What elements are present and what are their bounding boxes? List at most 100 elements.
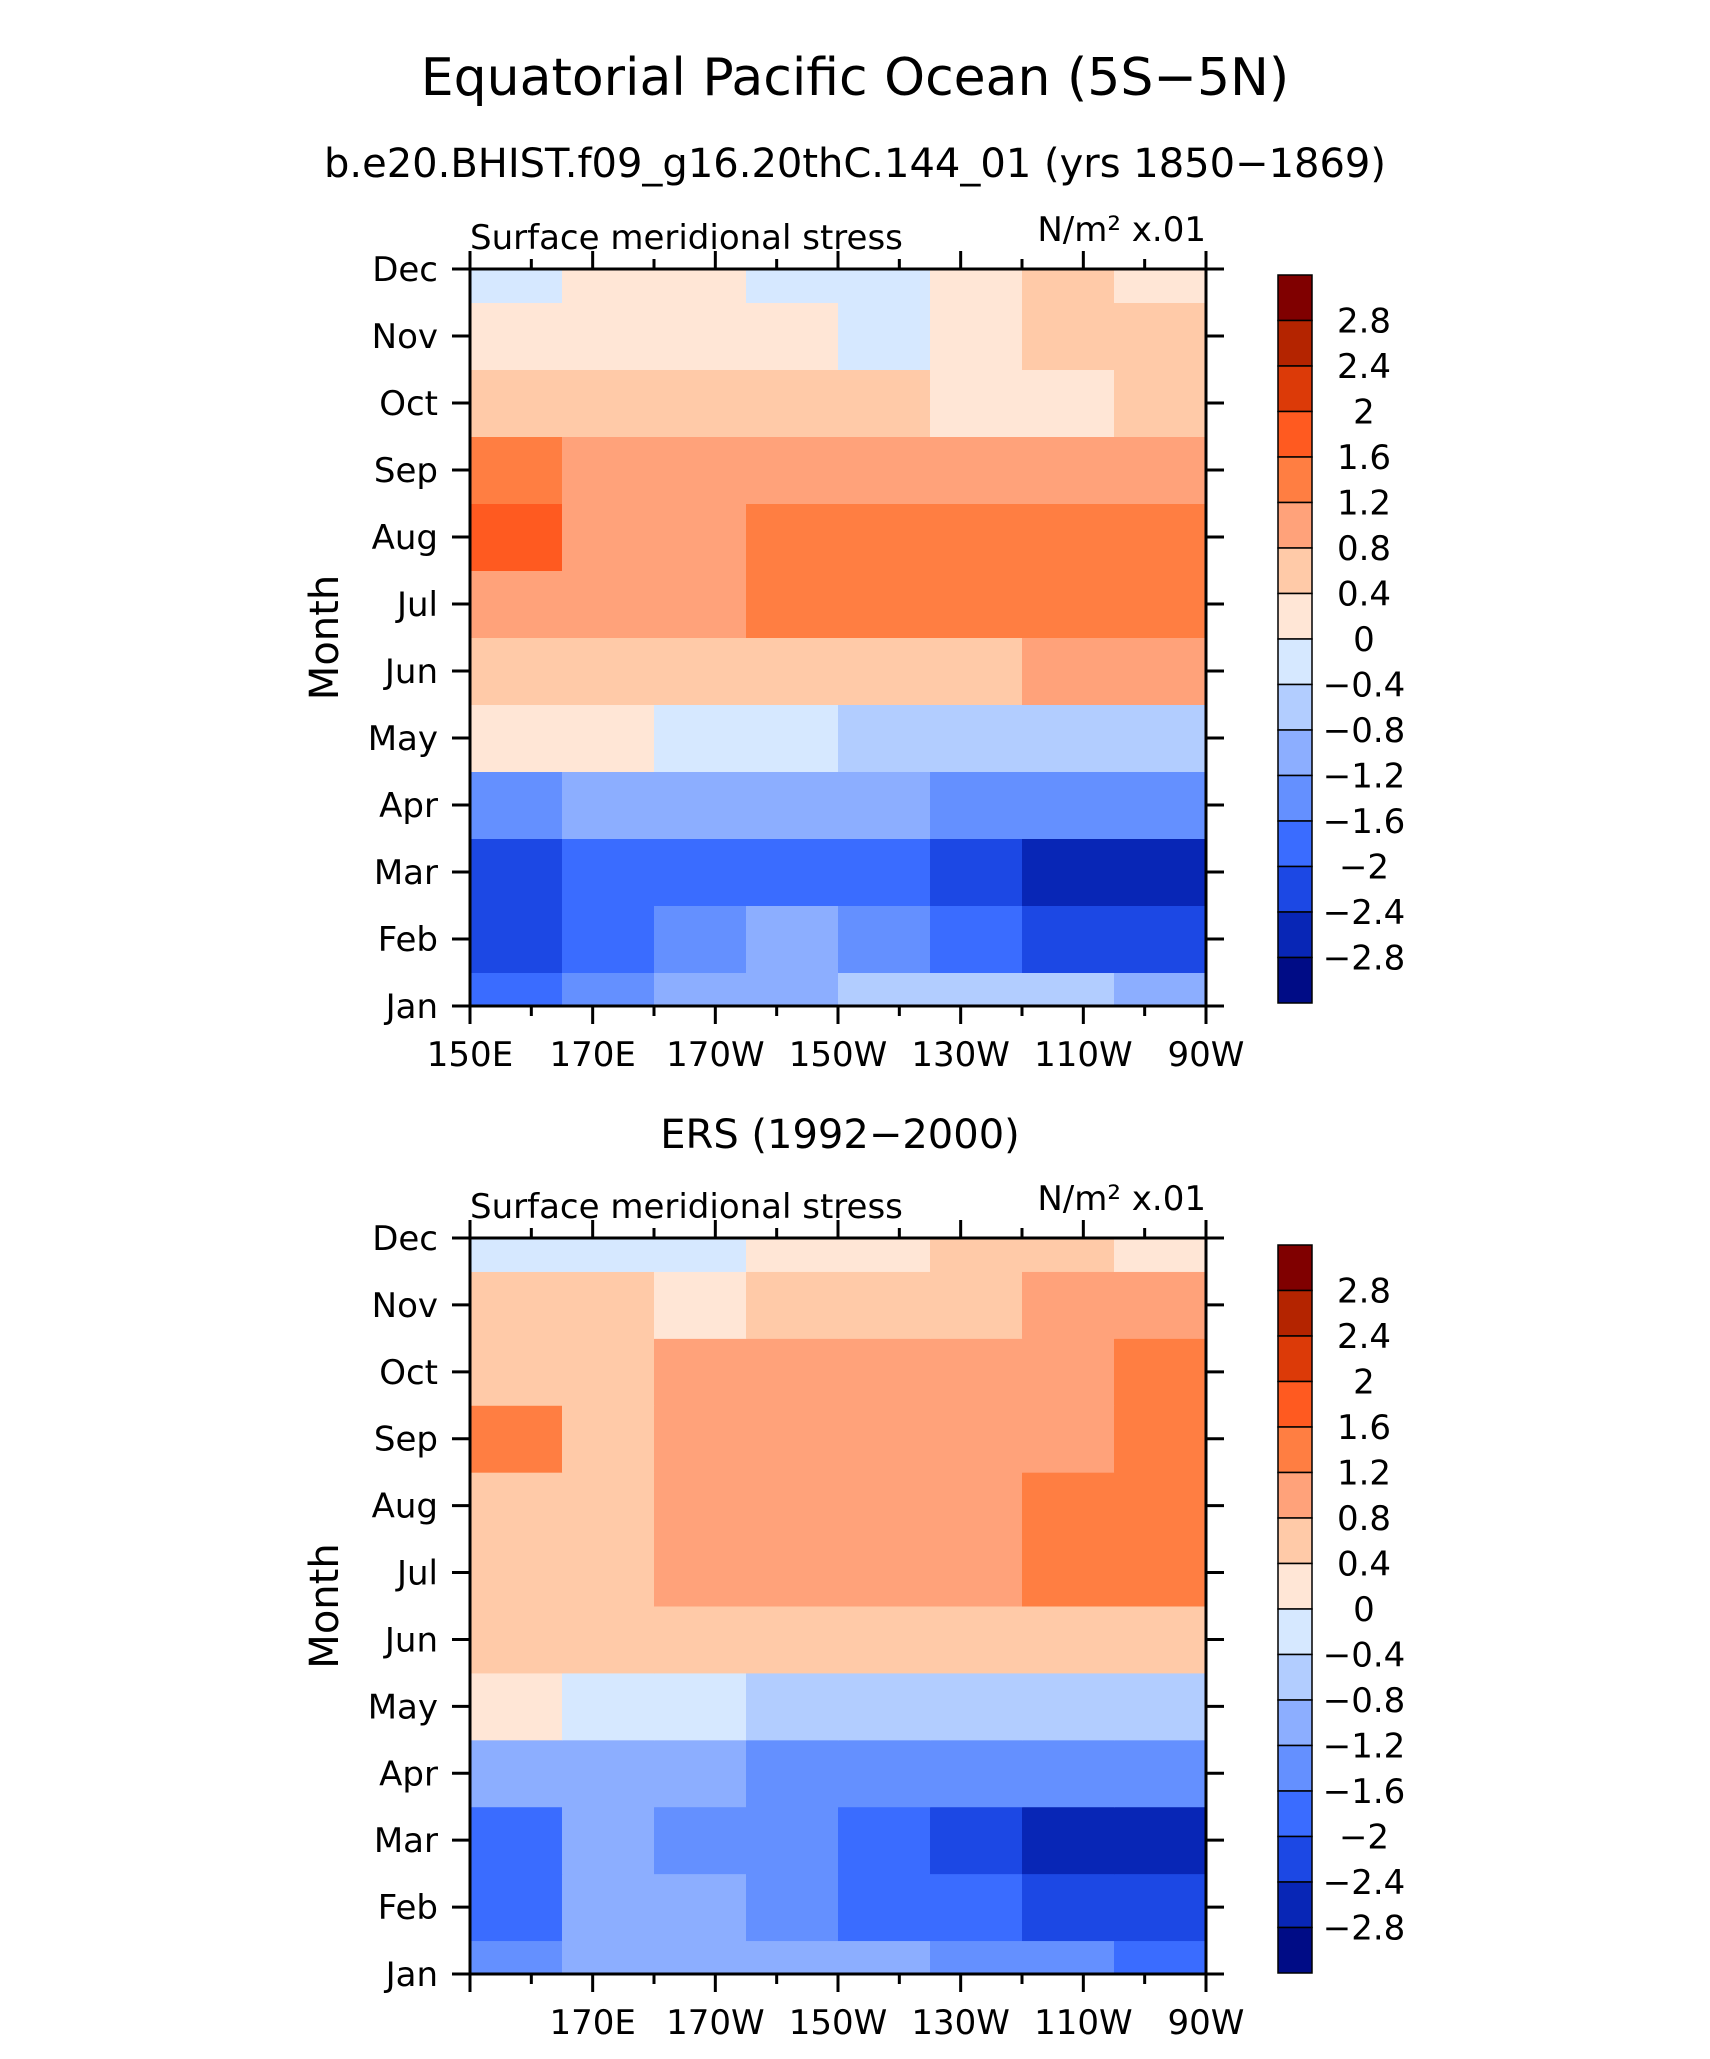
y-tick-label: Feb	[378, 1888, 438, 1928]
heat-cell	[1022, 838, 1115, 906]
heat-cell	[654, 503, 747, 571]
heat-cell	[470, 570, 563, 638]
panel-title: Surface meridional stress	[470, 218, 903, 258]
colorbar-swatch	[1277, 319, 1313, 367]
x-tick-label: 150E	[427, 1035, 513, 1075]
y-tick-label: Dec	[372, 1219, 438, 1259]
heat-cell	[746, 1405, 839, 1473]
colorbar-swatch	[1277, 1244, 1313, 1292]
y-tick-label: Mar	[374, 1821, 438, 1861]
heat-cell	[470, 1806, 563, 1875]
heat-cell	[746, 704, 839, 772]
heat-cell	[654, 269, 747, 303]
units-label: N/m² x.01	[1037, 1179, 1206, 1219]
heat-cell	[562, 1739, 655, 1808]
heat-cell	[1114, 1472, 1207, 1540]
heat-cell	[562, 503, 655, 571]
heat-cell	[746, 570, 839, 638]
heat-cell	[746, 436, 839, 504]
heat-cell	[838, 1472, 931, 1540]
heat-cell	[1022, 1539, 1115, 1607]
heat-cell	[1114, 1739, 1207, 1808]
heat-cell	[1022, 1271, 1115, 1339]
heat-cell	[470, 1405, 563, 1473]
heat-cell	[1114, 905, 1207, 973]
heat-cell	[654, 1940, 747, 1975]
heat-cell	[930, 503, 1023, 571]
heat-cell	[746, 269, 839, 303]
heat-cell	[562, 1806, 655, 1875]
heat-cell	[470, 1539, 563, 1607]
figure-title: Equatorial Pacific Ocean (5S−5N)	[421, 48, 1289, 108]
heat-cell	[838, 1739, 931, 1808]
heat-cell	[838, 302, 931, 370]
heat-cell	[930, 1873, 1023, 1942]
heat-cell	[746, 1271, 839, 1339]
heat-cell	[746, 503, 839, 571]
heat-cell	[562, 905, 655, 973]
colorbar-label: 2.4	[1337, 347, 1391, 387]
heat-cell	[930, 838, 1023, 906]
top-panel: Surface meridional stress N/m² x.01 Jan Feb…	[302, 210, 1405, 1075]
heat-cell	[470, 302, 563, 370]
heat-cell	[746, 1672, 839, 1741]
heat-cell	[654, 1672, 747, 1741]
colorbar-swatch	[1277, 410, 1313, 458]
heat-cell	[1022, 369, 1115, 437]
colorbar-swatch	[1277, 911, 1313, 959]
y-tick-label: Dec	[372, 250, 438, 290]
colorbar-label: 0.4	[1337, 1545, 1391, 1585]
heat-cell	[838, 1806, 931, 1875]
colorbar-label: −2.8	[1323, 1909, 1406, 1949]
figure-subtitle: b.e20.BHIST.f09_g16.20thC.144_01 (yrs 18…	[324, 141, 1386, 187]
heat-cell	[930, 570, 1023, 638]
heat-cell	[654, 1873, 747, 1942]
heat-cell	[1022, 1606, 1115, 1674]
colorbar-swatch	[1277, 1835, 1313, 1883]
heat-cell	[838, 1606, 931, 1674]
colorbar-swatch	[1277, 1289, 1313, 1337]
heat-cell	[746, 771, 839, 839]
x-tick-label: 110W	[1034, 2003, 1133, 2043]
heat-cell	[654, 838, 747, 906]
heat-cell	[562, 637, 655, 705]
heat-cell	[654, 369, 747, 437]
heat-cell	[746, 302, 839, 370]
heat-cell	[746, 637, 839, 705]
heat-cell	[1114, 436, 1207, 504]
colorbar-swatch	[1277, 1790, 1313, 1838]
colorbar-swatch	[1277, 456, 1313, 504]
heat-cell	[1114, 1873, 1207, 1942]
heat-cell	[930, 269, 1023, 303]
heat-cell	[654, 1806, 747, 1875]
heat-cell	[838, 1405, 931, 1473]
y-tick-label: Aug	[372, 1487, 438, 1527]
bottom-panel: Surface meridional stress N/m² x.01 Jan Feb…	[302, 1179, 1405, 2043]
colorbar-swatch	[1277, 547, 1313, 595]
heat-cell	[1114, 771, 1207, 839]
y-tick-label: Jul	[395, 585, 438, 625]
heat-cell	[470, 1606, 563, 1674]
colorbar-label: −2	[1339, 1818, 1389, 1858]
y-tick-label: Jul	[395, 1554, 438, 1594]
heat-cell	[930, 1739, 1023, 1808]
x-tick-label: 170E	[549, 1035, 635, 1075]
heat-cell	[654, 570, 747, 638]
colorbar-swatch	[1277, 592, 1313, 640]
heat-cell	[562, 302, 655, 370]
colorbar-label: −2.4	[1323, 893, 1406, 933]
y-tick-label: Jun	[383, 652, 438, 692]
heat-cell	[838, 637, 931, 705]
y-axis-label: Month	[302, 575, 348, 700]
heat-cell	[746, 1606, 839, 1674]
heat-cell	[654, 771, 747, 839]
colorbar-swatch	[1277, 1744, 1313, 1792]
heat-cell	[562, 838, 655, 906]
heat-cell	[838, 570, 931, 638]
heat-cell	[562, 771, 655, 839]
heat-cell	[1022, 1873, 1115, 1942]
heat-cell	[1022, 436, 1115, 504]
colorbar-label: −1.6	[1323, 1772, 1406, 1812]
heat-cell	[930, 436, 1023, 504]
heat-cell	[562, 1672, 655, 1741]
